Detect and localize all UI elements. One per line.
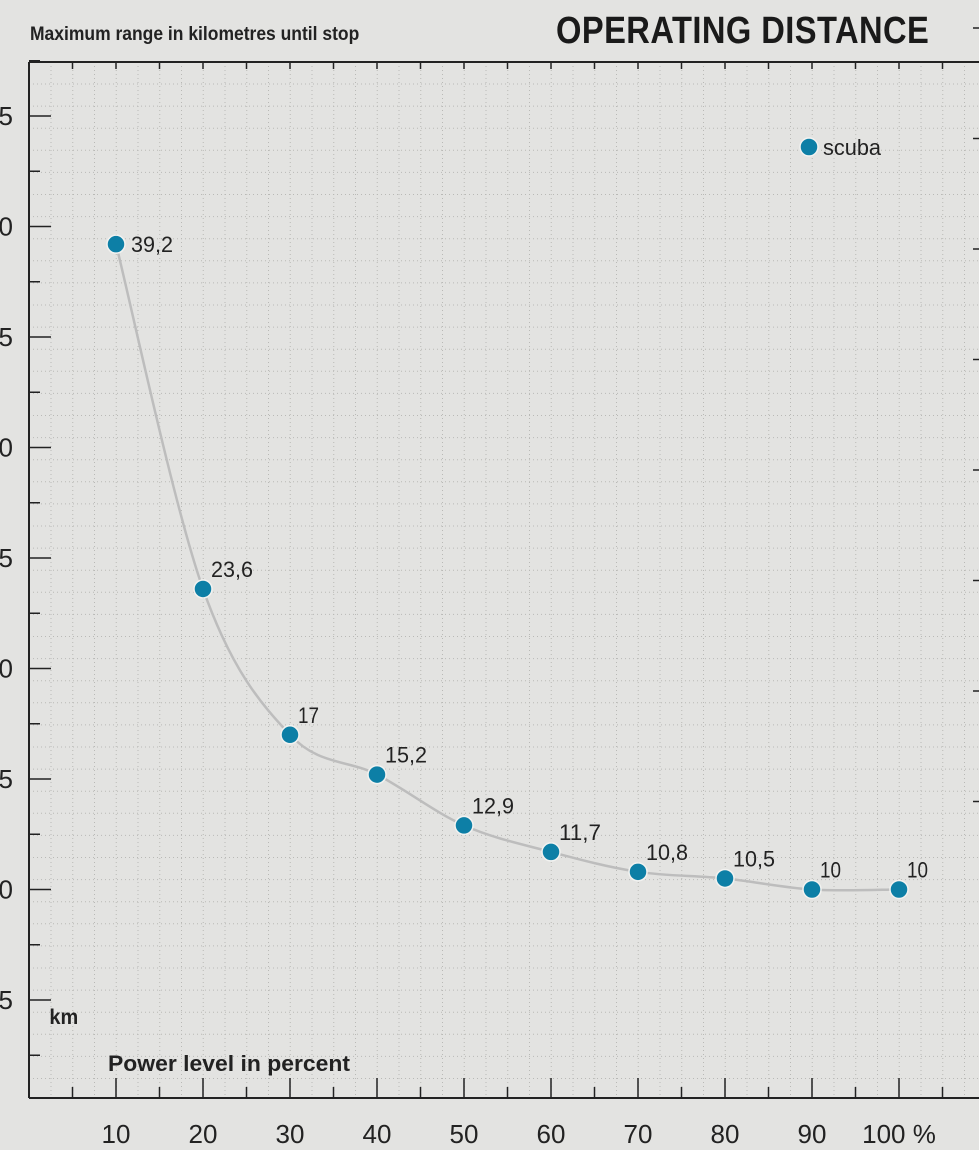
legend-marker <box>799 137 819 157</box>
data-point <box>454 815 474 836</box>
chart-subtitle: Maximum range in kilometres until stop <box>30 24 360 45</box>
data-point <box>889 879 909 900</box>
x-tick-label: 50 <box>450 1119 479 1149</box>
x-tick-label: 80 <box>711 1119 740 1149</box>
data-point <box>802 879 822 900</box>
data-point <box>541 842 561 862</box>
data-point <box>367 764 387 785</box>
y-tick-label: 5 <box>0 101 13 131</box>
x-tick-label: 100 % <box>862 1119 936 1149</box>
series-scuba <box>106 234 909 900</box>
data-label: 10 <box>907 858 928 883</box>
data-label: 10 <box>820 858 841 883</box>
data-point <box>628 862 648 882</box>
x-tick-label: 70 <box>624 1119 653 1149</box>
data-label: 17 <box>298 703 319 728</box>
legend-label: scuba <box>823 135 882 160</box>
data-label: 10,8 <box>646 840 688 865</box>
labels: 10 20 30 40 50 60 70 80 90 100 %505050505kmPower … <box>0 101 936 1149</box>
y-tick-label: 5 <box>0 543 13 573</box>
y-tick-label: 5 <box>0 985 13 1015</box>
x-tick-label: 60 <box>537 1119 566 1149</box>
data-point <box>715 868 735 889</box>
x-tick-label: 90 <box>798 1119 827 1149</box>
y-tick-label: 0 <box>0 433 13 463</box>
y-tick-label: 0 <box>0 212 13 242</box>
data-label: 39,2 <box>131 232 173 257</box>
y-tick-label: 0 <box>0 654 13 684</box>
data-point <box>280 725 300 745</box>
data-label: 12,9 <box>472 793 514 818</box>
axes <box>28 27 979 1099</box>
x-tick-label: 40 <box>363 1119 392 1149</box>
y-tick-label: 0 <box>0 875 13 905</box>
y-axis-label: km <box>49 1006 78 1030</box>
y-tick-label: 5 <box>0 322 13 352</box>
data-point <box>106 234 126 254</box>
x-axis-label: Power level in percent <box>108 1051 351 1076</box>
x-tick-label: 10 <box>102 1119 131 1149</box>
grid <box>29 62 979 1098</box>
data-point <box>193 579 213 599</box>
x-tick-label: 20 <box>189 1119 218 1149</box>
data-label: 23,6 <box>211 557 253 582</box>
data-label: 11,7 <box>559 820 601 845</box>
chart-title: OPERATING DISTANCE <box>556 10 930 52</box>
y-tick-label: 5 <box>0 764 13 794</box>
data-label: 10,5 <box>733 846 775 871</box>
data-label: 15,2 <box>385 743 427 768</box>
x-tick-label: 30 <box>276 1119 305 1149</box>
